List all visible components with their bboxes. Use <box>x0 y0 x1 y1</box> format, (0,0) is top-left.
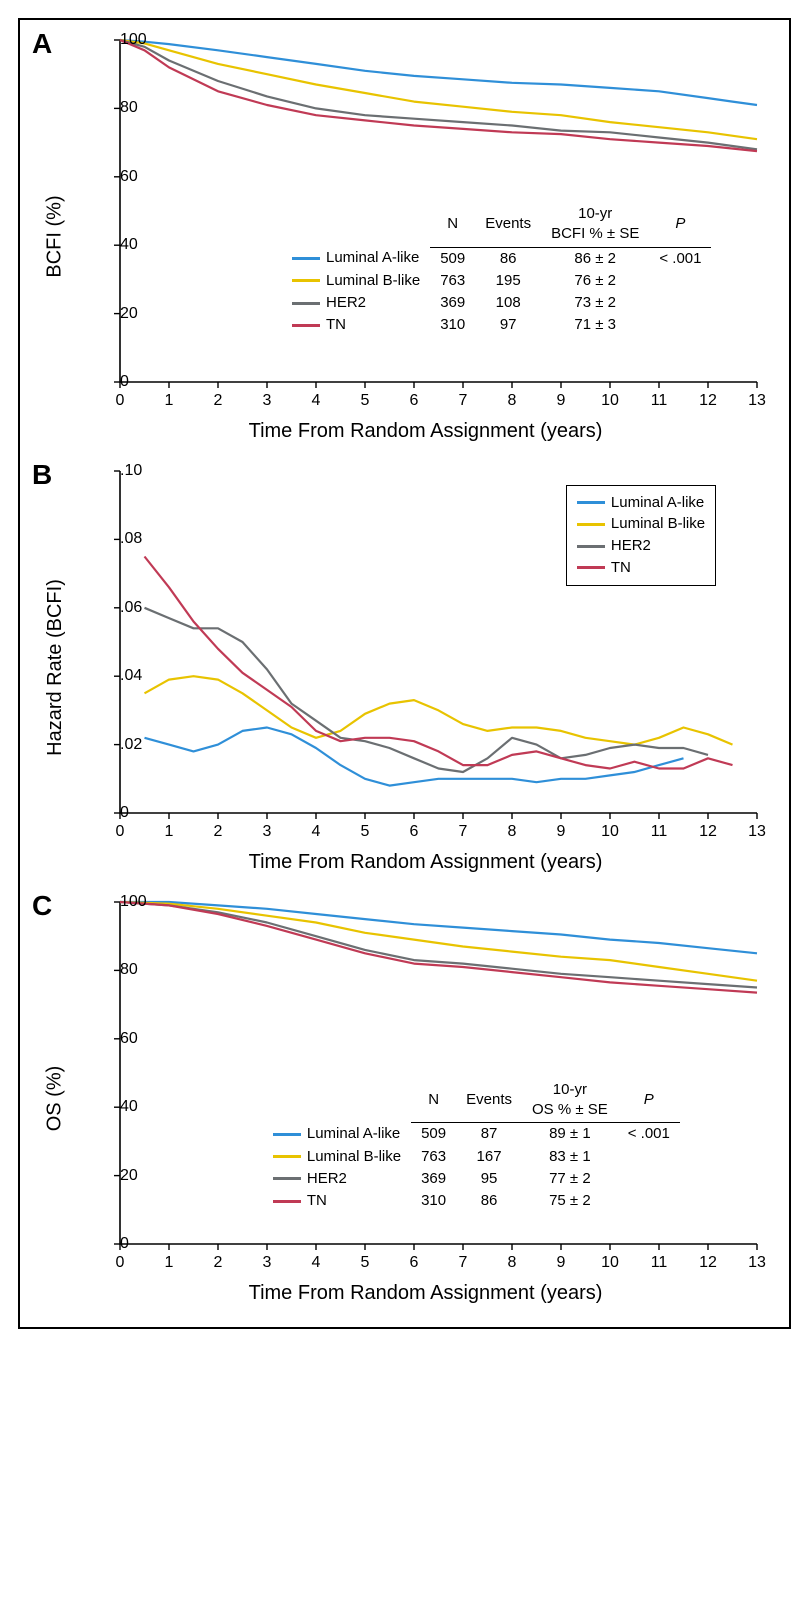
xtick-label: 10 <box>601 823 619 841</box>
series-luminal_a <box>120 902 757 953</box>
xtick-label: 5 <box>361 392 370 410</box>
xtick-label: 1 <box>165 823 174 841</box>
plot-area-a: 020406080100NEvents10-yrBCFI % ± SEPLumi… <box>76 30 765 390</box>
series-luminal_a <box>145 728 684 786</box>
panel-a: A BCFI (%) 020406080100NEvents10-yrBCFI … <box>34 30 775 443</box>
legend-item: TN <box>577 557 705 579</box>
xtick-label: 2 <box>214 1254 223 1272</box>
panel-letter-a: A <box>32 28 52 60</box>
xtick-label: 12 <box>699 1254 717 1272</box>
ylabel-a: BCFI (%) <box>34 30 76 443</box>
legend-b: Luminal A-likeLuminal B-likeHER2TN <box>566 485 716 586</box>
xtick-label: 3 <box>263 1254 272 1272</box>
xtick-label: 2 <box>214 392 223 410</box>
plot-area-b: 0.02.04.06.08.10Luminal A-likeLuminal B-… <box>76 461 765 821</box>
xtick-label: 13 <box>748 392 766 410</box>
series-her2 <box>120 40 757 149</box>
xlabel-c: Time From Random Assignment (years) <box>76 1282 775 1305</box>
series-tn <box>120 40 757 151</box>
inset-table-a: NEvents10-yrBCFI % ± SEPLuminal A-like50… <box>292 204 711 337</box>
series-tn <box>120 902 757 993</box>
xticks-a: 012345678910111213 <box>76 390 765 412</box>
xtick-label: 2 <box>214 823 223 841</box>
xtick-label: 13 <box>748 1254 766 1272</box>
xtick-label: 0 <box>116 392 125 410</box>
xtick-label: 8 <box>508 1254 517 1272</box>
xtick-label: 11 <box>651 823 668 841</box>
xtick-label: 12 <box>699 823 717 841</box>
xtick-label: 10 <box>601 1254 619 1272</box>
xtick-label: 6 <box>410 392 419 410</box>
panel-b: B Hazard Rate (BCFI) 0.02.04.06.08.10Lum… <box>34 461 775 874</box>
xtick-label: 9 <box>557 1254 566 1272</box>
xticks-b: 012345678910111213 <box>76 821 765 843</box>
panel-letter-c: C <box>32 890 52 922</box>
plot-area-c: 020406080100NEvents10-yrOS % ± SEPLumina… <box>76 892 765 1252</box>
xtick-label: 5 <box>361 823 370 841</box>
series-luminal_b <box>145 676 733 744</box>
xtick-label: 8 <box>508 823 517 841</box>
ylabel-c: OS (%) <box>34 892 76 1305</box>
xtick-label: 11 <box>651 392 668 410</box>
xtick-label: 5 <box>361 1254 370 1272</box>
xtick-label: 4 <box>312 1254 321 1272</box>
xtick-label: 3 <box>263 823 272 841</box>
xtick-label: 0 <box>116 1254 125 1272</box>
inset-table-c: NEvents10-yrOS % ± SEPLuminal A-like5098… <box>273 1080 680 1213</box>
xtick-label: 1 <box>165 1254 174 1272</box>
xtick-label: 9 <box>557 823 566 841</box>
xtick-label: 6 <box>410 823 419 841</box>
panel-c: C OS (%) 020406080100NEvents10-yrOS % ± … <box>34 892 775 1305</box>
ylabel-b: Hazard Rate (BCFI) <box>34 461 76 874</box>
xtick-label: 13 <box>748 823 766 841</box>
panel-letter-b: B <box>32 459 52 491</box>
xtick-label: 0 <box>116 823 125 841</box>
xtick-label: 11 <box>651 1254 668 1272</box>
legend-item: Luminal A-like <box>577 492 705 514</box>
xtick-label: 7 <box>459 392 468 410</box>
xtick-label: 4 <box>312 392 321 410</box>
series-luminal_a <box>120 40 757 105</box>
xticks-c: 012345678910111213 <box>76 1252 765 1274</box>
figure-container: A BCFI (%) 020406080100NEvents10-yrBCFI … <box>18 18 791 1329</box>
xtick-label: 6 <box>410 1254 419 1272</box>
xtick-label: 8 <box>508 392 517 410</box>
xtick-label: 10 <box>601 392 619 410</box>
legend-item: HER2 <box>577 535 705 557</box>
xtick-label: 7 <box>459 1254 468 1272</box>
xtick-label: 12 <box>699 392 717 410</box>
xtick-label: 3 <box>263 392 272 410</box>
xtick-label: 1 <box>165 392 174 410</box>
xlabel-b: Time From Random Assignment (years) <box>76 851 775 874</box>
series-her2 <box>120 902 757 988</box>
legend-item: Luminal B-like <box>577 513 705 535</box>
xlabel-a: Time From Random Assignment (years) <box>76 420 775 443</box>
xtick-label: 4 <box>312 823 321 841</box>
xtick-label: 9 <box>557 392 566 410</box>
xtick-label: 7 <box>459 823 468 841</box>
